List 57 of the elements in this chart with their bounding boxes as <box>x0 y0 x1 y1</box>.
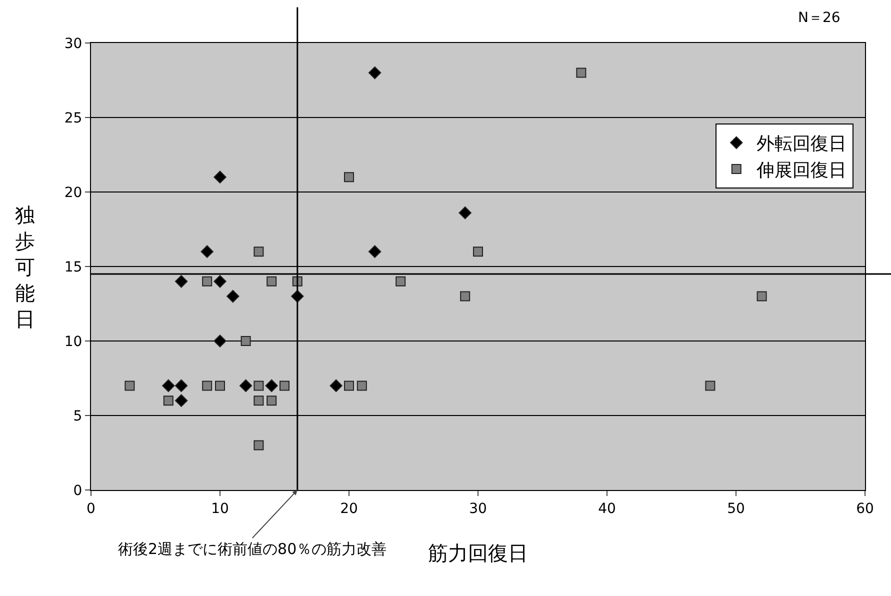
x-tick-label: 0 <box>86 500 96 517</box>
point <box>266 276 277 286</box>
point <box>200 245 214 258</box>
point <box>396 276 406 286</box>
point <box>344 380 354 391</box>
point <box>240 336 251 346</box>
x-axis-title: 筋力回復日 <box>428 541 528 565</box>
point <box>368 66 382 80</box>
point <box>473 246 483 257</box>
x-tick-label: 50 <box>727 500 745 517</box>
point <box>254 380 264 391</box>
point <box>458 206 472 220</box>
point <box>163 396 174 406</box>
point <box>239 379 252 392</box>
point <box>124 380 135 391</box>
point <box>214 334 226 348</box>
point <box>280 380 290 391</box>
point <box>202 276 212 286</box>
point <box>215 380 225 391</box>
point <box>254 396 264 406</box>
point <box>174 379 188 392</box>
x-tick-label: 10 <box>211 500 229 517</box>
legend-label: 外転回復日 <box>756 134 846 155</box>
text: N＝26 <box>798 10 840 26</box>
x-tick-label: 30 <box>469 500 487 517</box>
point <box>162 379 175 392</box>
point <box>266 396 277 406</box>
y-axis-title: 独歩可能日 <box>15 203 35 331</box>
point <box>254 440 264 450</box>
x-tick-label: 20 <box>340 500 358 517</box>
point <box>214 170 226 184</box>
y-tick-label: 30 <box>64 36 82 52</box>
point <box>368 245 382 258</box>
point <box>202 380 212 391</box>
point <box>226 290 240 303</box>
point <box>330 379 342 392</box>
annotation: 術後2週までに術前値の80％の筋力改善 <box>118 540 387 558</box>
x-tick-label: 40 <box>598 500 616 517</box>
point <box>174 394 188 407</box>
y-tick-label: 5 <box>73 408 82 424</box>
point <box>214 275 226 288</box>
y-tick-label: 0 <box>73 482 82 499</box>
point <box>174 275 188 288</box>
point <box>344 172 354 182</box>
y-tick-label: 25 <box>64 110 82 126</box>
point <box>254 246 264 257</box>
legend-label: 伸展回復日 <box>755 160 846 182</box>
point <box>705 380 716 391</box>
point <box>460 291 470 302</box>
x-tick-label: 60 <box>856 500 874 517</box>
y-tick-label: 20 <box>64 184 82 201</box>
point <box>756 291 767 302</box>
point <box>356 380 367 391</box>
y-tick-label: 15 <box>64 259 82 276</box>
point <box>576 68 586 78</box>
y-tick-label: 10 <box>64 334 82 350</box>
point <box>265 379 278 392</box>
